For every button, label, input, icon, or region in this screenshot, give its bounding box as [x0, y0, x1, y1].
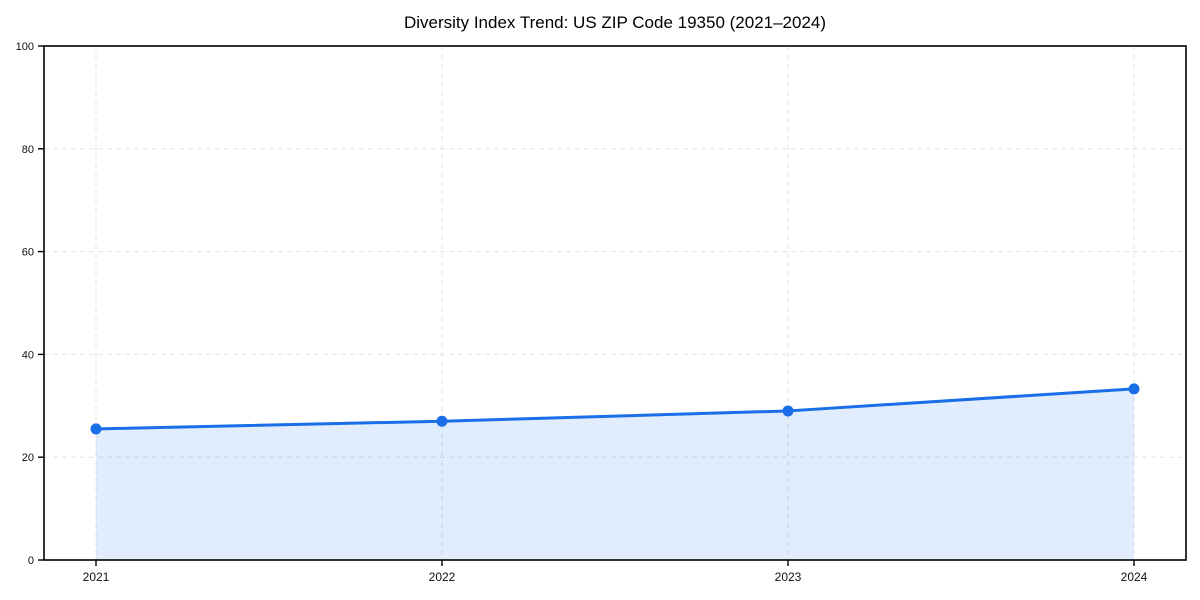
data-point-marker — [90, 423, 102, 435]
x-tick-label: 2024 — [1121, 570, 1148, 584]
x-tick-label: 2022 — [429, 570, 456, 584]
y-tick-label: 80 — [22, 144, 34, 156]
y-tick-label: 100 — [16, 41, 34, 53]
plot-border — [43, 45, 1187, 561]
data-point-marker — [1128, 383, 1140, 395]
x-tick-label: 2021 — [83, 570, 110, 584]
y-tick-label: 20 — [22, 452, 34, 464]
chart-title: Diversity Index Trend: US ZIP Code 19350… — [403, 13, 827, 32]
area-fill — [96, 388, 1134, 560]
y-tick-label: 60 — [22, 247, 34, 259]
data-point-marker — [782, 405, 794, 417]
y-tick-label: 0 — [28, 555, 34, 567]
x-tick-label: 2023 — [775, 570, 802, 584]
trend-line — [94, 387, 1136, 431]
y-tick-label: 40 — [22, 349, 34, 361]
data-point-marker — [436, 415, 448, 427]
plot-background — [44, 46, 1186, 560]
